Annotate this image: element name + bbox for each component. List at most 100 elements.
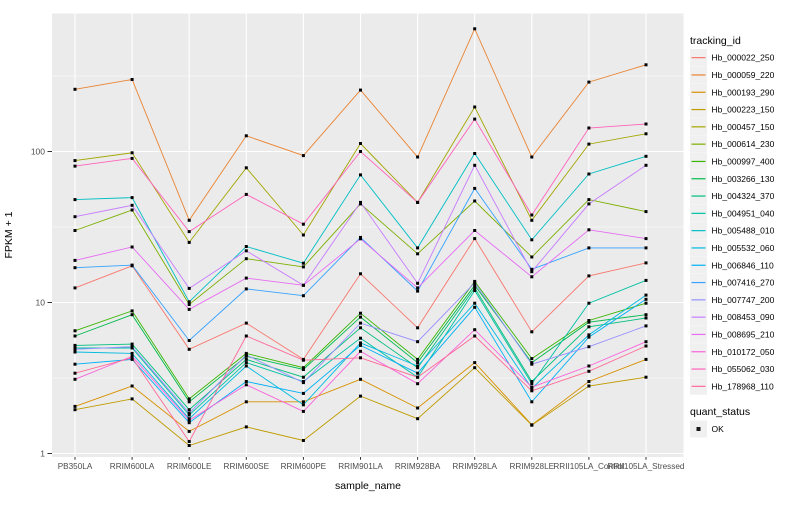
legend-label-Hb_000022_250: Hb_000022_250 <box>712 53 775 63</box>
data-point <box>473 305 477 309</box>
x-tick-label: RRIM901LA <box>338 462 383 471</box>
data-point <box>644 246 648 250</box>
x-tick-label: RRIM928LA <box>452 462 497 471</box>
data-point <box>244 425 248 429</box>
legend-label-Hb_006846_110: Hb_006846_110 <box>712 260 775 270</box>
data-point <box>187 444 191 447</box>
data-point <box>359 356 362 360</box>
data-point <box>301 400 305 404</box>
data-point <box>244 353 248 357</box>
data-point <box>644 293 648 297</box>
data-point <box>587 384 591 388</box>
data-point <box>130 342 134 346</box>
data-point <box>473 105 477 109</box>
data-point <box>187 417 191 421</box>
data-point <box>301 366 305 370</box>
legend-label-Hb_008453_090: Hb_008453_090 <box>712 312 775 322</box>
data-point <box>644 375 648 379</box>
data-point <box>359 142 362 145</box>
data-point <box>587 335 591 339</box>
data-point <box>644 344 648 348</box>
data-point <box>359 326 362 330</box>
data-point <box>587 246 591 250</box>
data-point <box>644 122 648 126</box>
data-point <box>130 345 134 349</box>
data-point <box>473 366 477 370</box>
data-point <box>73 229 77 232</box>
data-point <box>644 154 648 158</box>
legend-label-Hb_055062_030: Hb_055062_030 <box>712 364 775 374</box>
data-point <box>73 343 77 347</box>
data-point <box>473 281 477 285</box>
data-point <box>530 238 534 242</box>
data-point <box>187 230 191 234</box>
legend-label-Hb_000997_400: Hb_000997_400 <box>712 156 775 166</box>
data-point <box>244 380 248 383</box>
data-point <box>644 132 648 136</box>
data-point <box>359 150 362 153</box>
data-point <box>187 440 191 443</box>
data-point <box>530 357 534 361</box>
x-tick-label: PB350LA <box>58 462 93 471</box>
data-point <box>187 429 191 433</box>
data-point <box>359 394 362 398</box>
y-tick-label: 10 <box>36 297 46 307</box>
data-point <box>301 265 305 269</box>
data-point <box>587 80 591 84</box>
data-point <box>473 289 477 292</box>
data-point <box>587 320 591 324</box>
data-point <box>73 87 77 91</box>
data-point <box>187 408 191 412</box>
data-point <box>301 283 305 287</box>
data-point <box>359 321 362 325</box>
x-tick-label: RRIM600LE <box>167 462 212 471</box>
data-point <box>359 237 362 241</box>
data-point <box>587 345 591 349</box>
data-point <box>130 151 134 155</box>
legend-label-Hb_008695_210: Hb_008695_210 <box>712 329 775 339</box>
data-point <box>644 324 648 328</box>
legend-label-quant-ok: OK <box>712 424 725 434</box>
data-point <box>301 233 305 237</box>
data-point <box>73 198 77 202</box>
data-point <box>244 361 248 365</box>
data-point <box>73 404 77 408</box>
data-point <box>130 356 134 360</box>
data-point <box>187 303 191 306</box>
data-point <box>301 154 305 158</box>
data-point <box>644 163 648 167</box>
data-point <box>473 152 477 155</box>
data-point <box>244 357 248 361</box>
data-point <box>73 334 77 338</box>
data-point <box>187 400 191 404</box>
data-point <box>359 341 362 345</box>
data-point <box>359 343 362 347</box>
data-point <box>130 313 134 317</box>
data-point <box>130 78 134 81</box>
data-point <box>130 384 134 388</box>
data-point <box>301 391 305 395</box>
data-point <box>187 339 191 342</box>
y-tick-label: 1 <box>40 448 45 458</box>
data-point <box>473 163 477 167</box>
data-point <box>473 237 477 241</box>
data-point <box>130 203 134 207</box>
data-point <box>587 364 591 368</box>
data-point <box>244 245 248 248</box>
data-point <box>644 63 648 67</box>
data-point <box>244 192 248 196</box>
data-point <box>416 286 420 290</box>
data-point <box>530 275 534 279</box>
x-tick-label: RRIM600LA <box>110 462 155 471</box>
legend-label-Hb_000457_150: Hb_000457_150 <box>712 122 775 132</box>
data-point <box>301 222 305 226</box>
data-point <box>644 301 648 305</box>
data-point <box>187 397 191 401</box>
data-point <box>301 381 305 385</box>
data-point <box>416 155 420 159</box>
legend-label-Hb_000614_230: Hb_000614_230 <box>712 139 775 149</box>
legend-label-Hb_004951_040: Hb_004951_040 <box>712 208 775 218</box>
data-point <box>301 439 305 442</box>
